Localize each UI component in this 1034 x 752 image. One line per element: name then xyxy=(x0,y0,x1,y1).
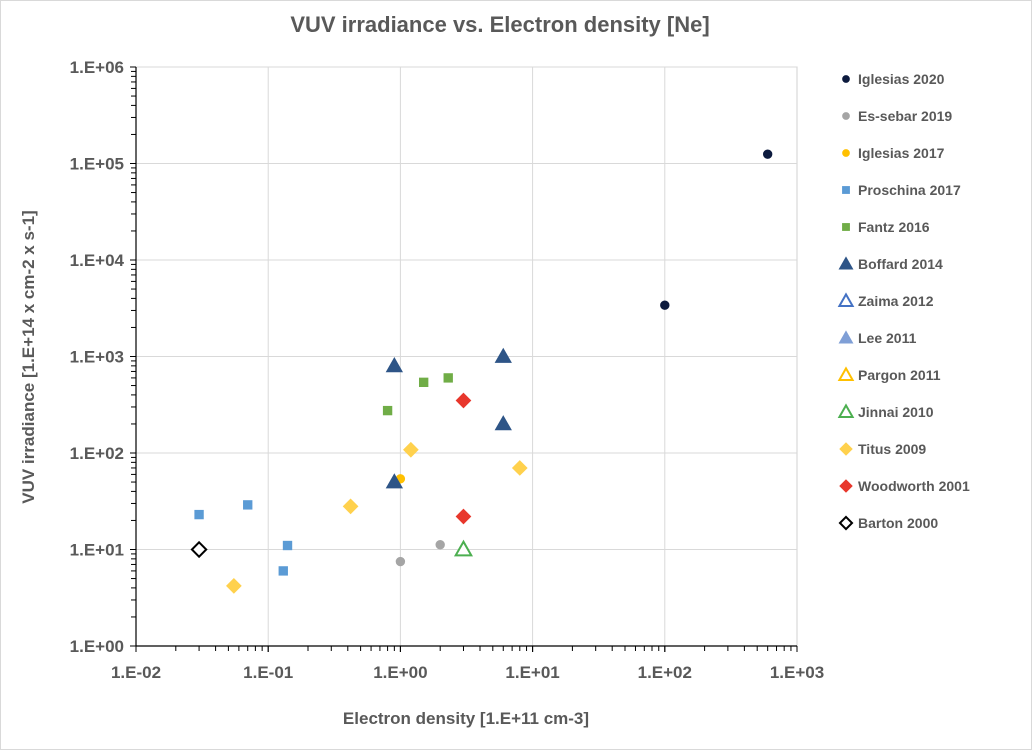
legend-label: Proschina 2017 xyxy=(858,182,961,198)
legend-label: Lee 2011 xyxy=(858,330,917,346)
legend-marker xyxy=(837,292,855,307)
y-tick-label: 1.E+01 xyxy=(70,541,124,560)
data-point xyxy=(762,149,773,159)
data-point xyxy=(278,566,288,576)
legend-label: Fantz 2016 xyxy=(858,219,930,235)
data-point xyxy=(385,357,404,373)
y-tick-label: 1.E+04 xyxy=(70,251,125,270)
legend-marker xyxy=(842,149,850,157)
data-point xyxy=(511,460,528,476)
data-point xyxy=(282,540,293,551)
data-point xyxy=(342,498,359,515)
data-point xyxy=(243,500,253,510)
legend-label: Woodworth 2001 xyxy=(858,478,970,494)
data-point xyxy=(418,377,429,388)
data-point xyxy=(660,300,670,310)
data-point xyxy=(453,539,473,557)
y-tick-label: 1.E+06 xyxy=(70,58,124,77)
legend-marker xyxy=(837,366,855,381)
legend-label: Boffard 2014 xyxy=(858,256,943,272)
data-points xyxy=(190,149,773,594)
legend-marker xyxy=(842,223,850,231)
data-point xyxy=(194,509,204,520)
legend-label: Zaima 2012 xyxy=(858,293,934,309)
tick-labels: 1.E-02 1.E-01 1.E+00 1.E+01 1.E+02 1.E+03 1.E+… xyxy=(70,58,825,682)
legend-label: Iglesias 2020 xyxy=(858,71,945,87)
legend-marker xyxy=(842,186,850,194)
legend-label: Iglesias 2017 xyxy=(858,145,945,161)
legend-marker xyxy=(838,330,854,344)
x-tick-label: 1.E+03 xyxy=(770,663,824,682)
data-point xyxy=(455,392,472,409)
legend-label: Jinnai 2010 xyxy=(858,404,934,420)
data-point xyxy=(403,441,419,458)
data-point xyxy=(443,373,453,383)
legend-marker xyxy=(839,479,853,493)
y-tick-label: 1.E+00 xyxy=(70,637,124,656)
legend-marker xyxy=(839,442,853,456)
data-point xyxy=(395,556,406,567)
grid-lines xyxy=(135,66,798,647)
legend-marker xyxy=(842,75,850,83)
x-tick-label: 1.E-02 xyxy=(111,663,161,682)
legend-label: Es-sebar 2019 xyxy=(858,108,952,124)
y-axis-title: VUV irradiance [1.E+14 x cm-2 x s-1] xyxy=(19,210,38,503)
x-tick-label: 1.E+00 xyxy=(373,663,427,682)
y-tick-label: 1.E+05 xyxy=(70,155,124,174)
x-tick-label: 1.E-01 xyxy=(243,663,293,682)
data-point xyxy=(385,473,404,489)
legend-marker xyxy=(838,256,854,270)
data-point xyxy=(494,347,512,363)
legend-marker xyxy=(837,403,855,418)
x-axis-title: Electron density [1.E+11 cm-3] xyxy=(343,709,589,728)
data-point xyxy=(435,540,445,550)
x-tick-label: 1.E+02 xyxy=(638,663,692,682)
data-point xyxy=(494,415,512,431)
axes xyxy=(130,66,798,652)
y-tick-label: 1.E+02 xyxy=(70,444,124,463)
y-tick-label: 1.E+03 xyxy=(70,348,124,367)
legend-label: Barton 2000 xyxy=(858,515,938,531)
data-point xyxy=(190,540,208,559)
data-point xyxy=(455,508,472,525)
legend-label: Titus 2009 xyxy=(858,441,926,457)
legend: Iglesias 2020 Es-sebar 2019 Iglesias 2017 P… xyxy=(837,71,970,531)
legend-label: Pargon 2011 xyxy=(858,367,941,383)
legend-marker xyxy=(838,515,854,531)
legend-marker xyxy=(842,112,850,120)
data-point xyxy=(382,405,393,416)
x-tick-label: 1.E+01 xyxy=(505,663,559,682)
chart-title: VUV irradiance vs. Electron density [Ne] xyxy=(290,12,709,37)
data-point xyxy=(226,577,242,594)
